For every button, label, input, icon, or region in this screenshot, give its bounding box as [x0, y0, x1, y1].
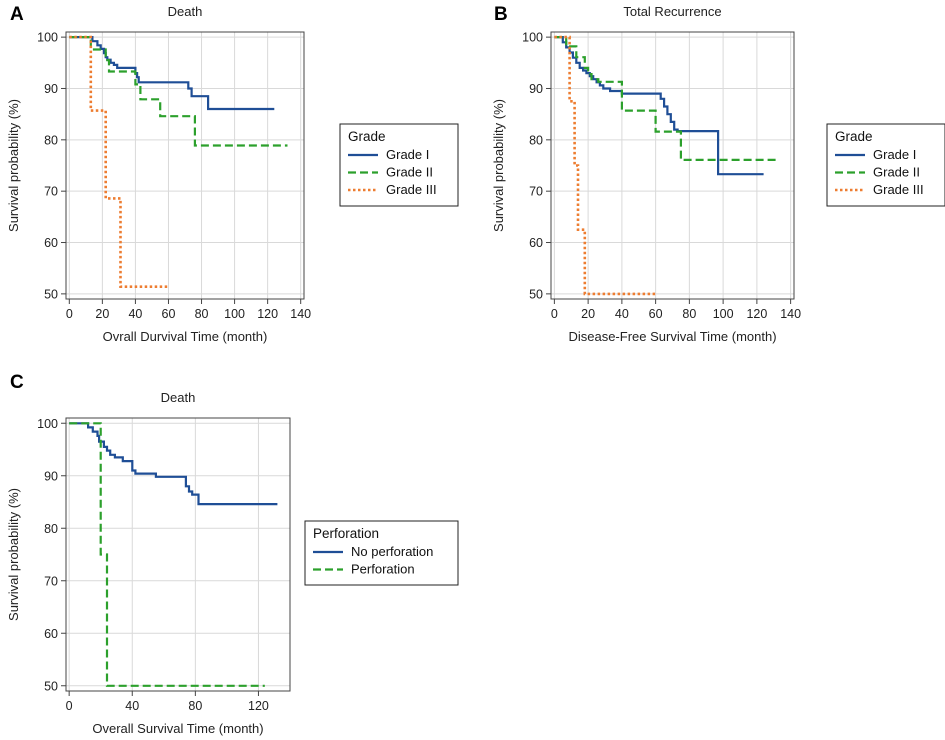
- x-tick-label: 40: [615, 307, 629, 321]
- x-tick-label: 0: [66, 699, 73, 713]
- series-line-grade-i: [69, 36, 275, 111]
- series-line-grade-ii: [69, 36, 288, 147]
- y-axis-label: Survival probability (%): [491, 99, 506, 232]
- y-tick-label: 50: [44, 679, 58, 693]
- legend-title: Perforation: [313, 526, 379, 541]
- x-tick-label: 100: [224, 307, 245, 321]
- x-tick-label: 120: [746, 307, 767, 321]
- chart-panel-c: C Death 0 40 80 120 50 60 70 80 90 100 Overall Survi…: [6, 372, 459, 736]
- x-tick-label: 80: [682, 307, 696, 321]
- y-axis-label: Survival probability (%): [6, 488, 21, 621]
- x-axis-label: Ovrall Durvival Time (month): [103, 329, 268, 344]
- x-tick-label: 0: [551, 307, 558, 321]
- series-line-grade-iii: [69, 35, 169, 288]
- x-tick-label: 40: [125, 699, 139, 713]
- grid: [551, 32, 794, 299]
- series-line-grade-ii: [554, 36, 779, 161]
- x-tick-label: 40: [128, 307, 142, 321]
- x-tick-label: 80: [195, 307, 209, 321]
- legend-label: Grade II: [873, 165, 920, 180]
- x-tick-label: 120: [257, 307, 278, 321]
- y-tick-label: 50: [529, 287, 543, 301]
- y-tick-label: 90: [44, 469, 58, 483]
- y-tick-label: 90: [44, 82, 58, 96]
- y-tick-label: 100: [37, 417, 58, 431]
- y-axis-label: Survival probability (%): [6, 99, 21, 232]
- plot-frame: [65, 31, 305, 300]
- y-tick-label: 80: [44, 133, 58, 147]
- y-tick-label: 100: [522, 31, 543, 45]
- series-line-grade-i: [554, 36, 764, 176]
- y-tick-label: 90: [529, 82, 543, 96]
- legend-box: [339, 123, 459, 207]
- legend-label: No perforation: [351, 544, 433, 559]
- grid: [66, 418, 290, 691]
- plot-frame: [550, 31, 795, 300]
- x-axis-label: Disease-Free Survival Time (month): [568, 329, 776, 344]
- series-line-perforation: [69, 422, 265, 687]
- x-tick-label: 20: [581, 307, 595, 321]
- panel-label: A: [10, 4, 24, 25]
- legend-title: Grade: [348, 129, 386, 144]
- y-tick-label: 50: [44, 287, 58, 301]
- y-tick-label: 60: [529, 236, 543, 250]
- legend: Perforation No perforation Perforation: [304, 520, 459, 586]
- chart-title: Death: [168, 4, 203, 19]
- legend-label: Grade III: [386, 182, 437, 197]
- legend-label: Grade I: [873, 147, 916, 162]
- panel-label: B: [494, 4, 508, 25]
- x-tick-label: 0: [66, 307, 73, 321]
- chart-title: Total Recurrence: [623, 4, 721, 19]
- chart-panel-b: B Total Recurrence 0 20 40 60 80 100 120 140 50 60 7…: [491, 4, 945, 344]
- x-tick-label: 60: [162, 307, 176, 321]
- x-tick-label: 120: [248, 699, 269, 713]
- y-tick-label: 80: [529, 133, 543, 147]
- x-tick-label: 20: [95, 307, 109, 321]
- chart-panel-a: A Death 0 20 40 60 80 100 120 140 50 60 70 80 90 100 Ovr…: [6, 4, 459, 344]
- y-tick-label: 100: [37, 31, 58, 45]
- grid: [66, 32, 304, 299]
- legend-label: Grade I: [386, 147, 429, 162]
- legend-title: Grade: [835, 129, 873, 144]
- y-tick-label: 80: [44, 522, 58, 536]
- legend-label: Perforation: [351, 562, 415, 577]
- plot-frame: [65, 417, 291, 692]
- legend-label: Grade III: [873, 182, 924, 197]
- x-axis-label: Overall Survival Time (month): [92, 721, 263, 736]
- y-tick-label: 70: [44, 185, 58, 199]
- x-tick-label: 140: [780, 307, 801, 321]
- x-tick-label: 140: [290, 307, 311, 321]
- y-tick-label: 70: [44, 574, 58, 588]
- x-tick-label: 60: [649, 307, 663, 321]
- x-tick-label: 100: [713, 307, 734, 321]
- chart-title: Death: [161, 390, 196, 405]
- panel-label: C: [10, 372, 24, 393]
- series-line-grade-iii: [554, 35, 658, 296]
- x-tick-label: 80: [188, 699, 202, 713]
- legend-label: Grade II: [386, 165, 433, 180]
- series-line-no-perforation: [69, 422, 278, 506]
- y-tick-label: 60: [44, 236, 58, 250]
- legend-box: [826, 123, 945, 207]
- y-tick-label: 60: [44, 627, 58, 641]
- y-tick-label: 70: [529, 185, 543, 199]
